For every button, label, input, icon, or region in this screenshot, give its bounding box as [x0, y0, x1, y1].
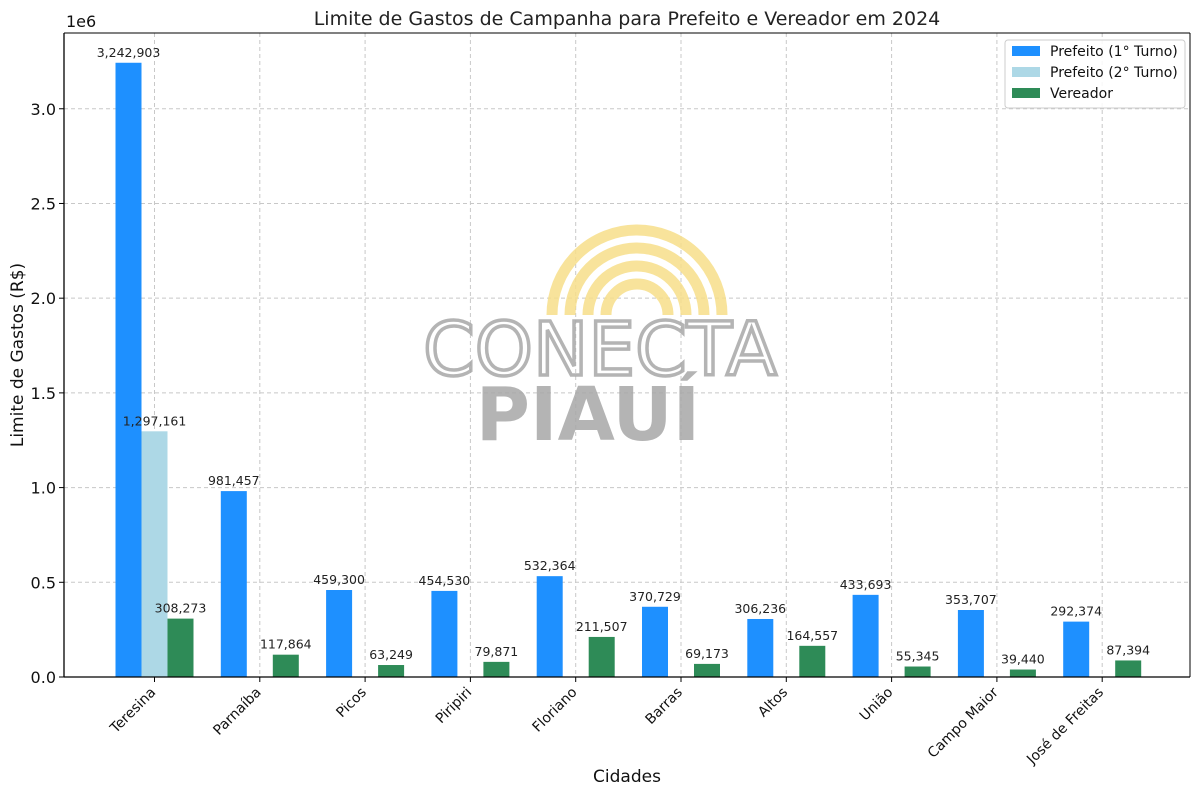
y-tick-label: 0.0 — [31, 668, 56, 687]
data-label: 117,864 — [260, 637, 312, 652]
legend-box — [1004, 39, 1186, 109]
data-label: 1,297,161 — [123, 413, 187, 428]
y-tick-label: 1.5 — [31, 384, 56, 403]
bar — [115, 62, 142, 677]
data-label: 55,345 — [896, 649, 940, 664]
bar — [747, 618, 774, 677]
bar — [957, 610, 984, 677]
data-label: 433,693 — [840, 577, 892, 592]
bar — [799, 645, 826, 677]
bar — [642, 606, 668, 677]
bar — [220, 491, 247, 677]
logo-arc-outer — [546, 224, 728, 316]
legend-label: Prefeito (2° Turno) — [1050, 65, 1178, 81]
watermark-logo: CONECTA PIAUÍ — [421, 224, 779, 458]
x-tick-label: Altos — [755, 685, 791, 721]
data-label: 39,440 — [1001, 652, 1045, 667]
bar — [904, 666, 931, 677]
logo-arc-3 — [582, 260, 692, 316]
bar — [852, 594, 879, 677]
logo-arc-2 — [564, 242, 710, 316]
x-tick-label: Picos — [333, 685, 369, 721]
data-label: 532,364 — [524, 558, 576, 573]
legend-swatch — [1012, 88, 1040, 98]
bar — [1009, 669, 1036, 677]
data-label: 353,707 — [945, 592, 997, 607]
data-label: 370,729 — [629, 589, 681, 604]
bar — [272, 654, 299, 677]
grid — [64, 33, 1190, 677]
x-tick-label: Barras — [642, 685, 685, 728]
y-tick-label: 0.5 — [31, 573, 56, 592]
x-tick-label: União — [857, 685, 897, 725]
legend: Prefeito (1° Turno) Prefeito (2° Turno) Ve… — [1004, 39, 1186, 109]
data-label: 69,173 — [685, 646, 729, 661]
bar — [431, 590, 458, 677]
x-axis-label: Cidades — [593, 767, 661, 787]
bar — [326, 590, 353, 677]
x-tick-label: José de Freitas — [1023, 685, 1107, 769]
y-tick-label: 1.0 — [31, 479, 56, 498]
bar — [1063, 621, 1090, 677]
data-label: 87,394 — [1106, 642, 1150, 657]
bars — [115, 62, 1142, 677]
y-tick-label: 2.0 — [31, 289, 56, 308]
legend-label: Vereador — [1050, 86, 1113, 102]
y-tick-label: 2.5 — [31, 194, 56, 213]
x-ticks: Teresina Parnaíba Picos Piripiri Floriano Bar… — [107, 677, 1107, 768]
x-tick-label: Piripiri — [433, 685, 475, 727]
y-tick-label: 3.0 — [31, 100, 56, 119]
x-tick-label: Campo Maior — [925, 684, 1002, 761]
data-label: 292,374 — [1050, 604, 1102, 619]
data-label: 63,249 — [369, 647, 413, 662]
bar — [588, 636, 615, 677]
x-tick-label: Teresina — [107, 685, 160, 738]
bar — [141, 431, 168, 677]
bar — [378, 665, 405, 677]
bar — [483, 661, 510, 677]
y-axis-label: Limite de Gastos (R$) — [8, 263, 28, 447]
legend-swatch — [1012, 46, 1040, 56]
data-label: 79,871 — [475, 644, 519, 659]
x-tick-label: Parnaíba — [210, 685, 264, 739]
legend-swatch — [1012, 67, 1040, 77]
bar — [1115, 660, 1142, 677]
data-label: 454,530 — [419, 573, 471, 588]
logo-arc-inner — [600, 278, 674, 316]
bar — [536, 576, 563, 677]
x-tick-label: Floriano — [529, 685, 580, 736]
data-label: 308,273 — [155, 601, 207, 616]
bar — [694, 663, 720, 677]
data-label: 3,242,903 — [97, 45, 161, 60]
y-ticks: 0.0 0.5 1.0 1.5 2.0 2.5 3.0 — [31, 100, 64, 687]
y-offset-label: 1e6 — [66, 12, 96, 31]
data-label: 164,557 — [786, 628, 838, 643]
legend-label: Prefeito (1° Turno) — [1050, 44, 1178, 60]
data-label: 459,300 — [313, 572, 365, 587]
data-labels: 3,242,903 981,457 459,300 454,530 532,364 370… — [97, 45, 1150, 667]
watermark-line1: CONECTA — [423, 307, 777, 393]
chart-title: Limite de Gastos de Campanha para Prefei… — [314, 8, 941, 30]
bar — [167, 618, 194, 677]
data-label: 306,236 — [734, 601, 786, 616]
data-label: 981,457 — [208, 473, 260, 488]
watermark-line2: PIAUÍ — [476, 370, 700, 458]
data-label: 211,507 — [576, 619, 628, 634]
